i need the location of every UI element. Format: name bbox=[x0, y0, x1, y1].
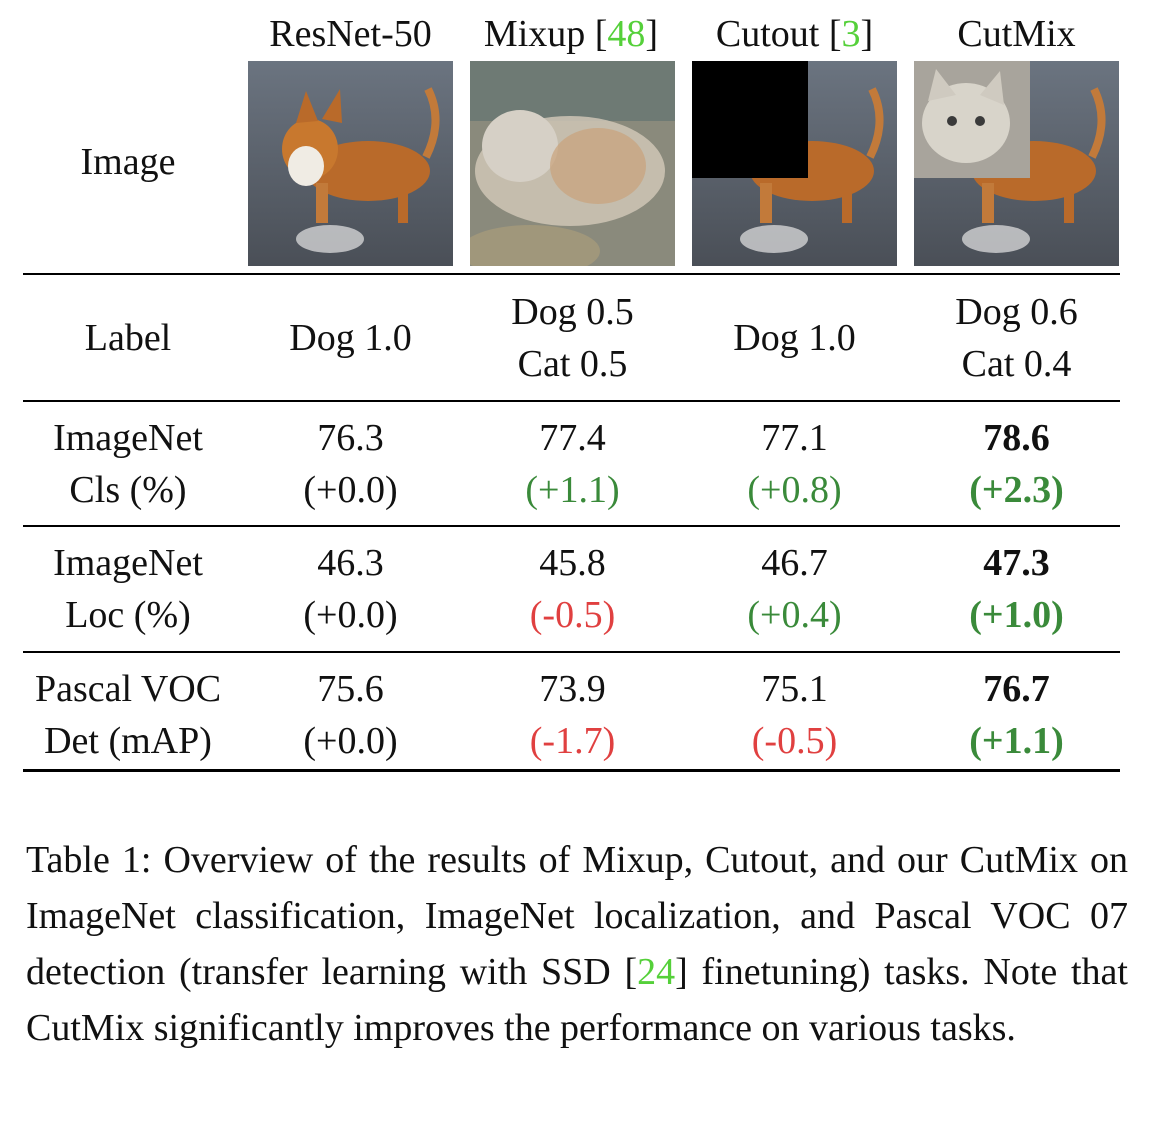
cutout-citation-link[interactable]: 3 bbox=[841, 13, 861, 55]
cls-cutmix-delta: (+2.3) bbox=[969, 469, 1064, 511]
header-cutmix: CutMix bbox=[957, 13, 1076, 55]
row-label-loc: ImageNet Loc (%) bbox=[23, 537, 233, 641]
loc-cutout-value: 46.7 bbox=[761, 542, 828, 584]
det-resnet-value: 75.6 bbox=[317, 668, 384, 710]
cls-cutmix: 78.6 (+2.3) bbox=[914, 412, 1119, 516]
rule-after-label bbox=[23, 400, 1120, 402]
image-cutout-dog bbox=[692, 61, 897, 266]
header-resnet: ResNet-50 bbox=[269, 13, 432, 55]
loc-mixup-value: 45.8 bbox=[539, 542, 606, 584]
cls-resnet-value: 76.3 bbox=[317, 417, 384, 459]
blended-photo-icon bbox=[470, 61, 675, 266]
rule-after-cls bbox=[23, 525, 1120, 527]
header-cutout: Cutout [3] bbox=[692, 12, 897, 56]
caption-part2: finetuning) tasks. Note that CutMix sign… bbox=[26, 951, 1128, 1049]
header-cutout-name: Cutout bbox=[715, 13, 820, 55]
label-cutout-text: Dog 1.0 bbox=[733, 317, 856, 359]
rule-top bbox=[23, 273, 1120, 275]
cls-resnet: 76.3 (+0.0) bbox=[248, 412, 453, 516]
loc-resnet-delta: (+0.0) bbox=[303, 594, 398, 636]
row-label-image-text: Image bbox=[80, 141, 176, 183]
cls-cutmix-value: 78.6 bbox=[983, 417, 1050, 459]
label-mixup-line1: Dog 0.5 bbox=[511, 291, 634, 333]
dog-photo-icon bbox=[248, 61, 453, 266]
header-mixup-name: Mixup bbox=[483, 13, 586, 55]
cls-cutout-value: 77.1 bbox=[761, 417, 828, 459]
row-label-det-line1: Pascal VOC bbox=[34, 668, 222, 710]
cls-cutout-delta: (+0.8) bbox=[747, 469, 842, 511]
det-resnet: 75.6 (+0.0) bbox=[248, 663, 453, 767]
row-label-cls-line2: Cls (%) bbox=[69, 469, 187, 511]
det-mixup-value: 73.9 bbox=[539, 668, 606, 710]
label-cutmix: Dog 0.6 Cat 0.4 bbox=[914, 286, 1119, 390]
cls-mixup-value: 77.4 bbox=[539, 417, 606, 459]
loc-resnet: 46.3 (+0.0) bbox=[248, 537, 453, 641]
cutout-photo-icon bbox=[692, 61, 897, 266]
row-label-det-line2: Det (mAP) bbox=[44, 720, 212, 762]
header-cutout-cite-close: ] bbox=[860, 13, 874, 55]
loc-cutout-delta: (+0.4) bbox=[747, 594, 842, 636]
row-label-loc-line1: ImageNet bbox=[53, 542, 203, 584]
row-label-label-text: Label bbox=[84, 317, 172, 359]
row-label-label: Label bbox=[23, 312, 233, 364]
det-resnet-delta: (+0.0) bbox=[303, 720, 398, 762]
loc-mixup-delta: (-0.5) bbox=[529, 594, 616, 636]
row-label-loc-line2: Loc (%) bbox=[65, 594, 191, 636]
image-resnet-dog bbox=[248, 61, 453, 266]
cutmix-photo-icon bbox=[914, 61, 1119, 266]
loc-cutmix-delta: (+1.0) bbox=[969, 594, 1064, 636]
det-mixup: 73.9 (-1.7) bbox=[470, 663, 675, 767]
row-label-det: Pascal VOC Det (mAP) bbox=[23, 663, 233, 767]
det-cutout-delta: (-0.5) bbox=[751, 720, 838, 762]
image-mixup-blend bbox=[470, 61, 675, 266]
ssd-citation-link[interactable]: 24 bbox=[637, 951, 676, 993]
label-resnet-text: Dog 1.0 bbox=[289, 317, 412, 359]
row-label-cls: ImageNet Cls (%) bbox=[23, 412, 233, 516]
rule-after-loc bbox=[23, 651, 1120, 653]
det-cutout: 75.1 (-0.5) bbox=[692, 663, 897, 767]
image-cutmix-dog-cat bbox=[914, 61, 1119, 266]
header-mixup-cite-close: ] bbox=[645, 13, 659, 55]
loc-resnet-value: 46.3 bbox=[317, 542, 384, 584]
mixup-citation-link[interactable]: 48 bbox=[607, 13, 646, 55]
det-cutmix-value: 76.7 bbox=[983, 668, 1050, 710]
det-mixup-delta: (-1.7) bbox=[529, 720, 616, 762]
label-resnet: Dog 1.0 bbox=[248, 312, 453, 364]
cls-mixup: 77.4 (+1.1) bbox=[470, 412, 675, 516]
label-mixup: Dog 0.5 Cat 0.5 bbox=[470, 286, 675, 390]
label-cutout: Dog 1.0 bbox=[692, 312, 897, 364]
caption-cite-open: [ bbox=[624, 951, 638, 993]
row-label-image: Image bbox=[23, 136, 233, 188]
caption-part1: Table 1: Overview of the results of Mixu… bbox=[26, 839, 1128, 993]
loc-mixup: 45.8 (-0.5) bbox=[470, 537, 675, 641]
rule-bottom bbox=[23, 769, 1120, 772]
label-cutmix-line2: Cat 0.4 bbox=[961, 343, 1072, 385]
det-cutmix-delta: (+1.1) bbox=[969, 720, 1064, 762]
loc-cutmix: 47.3 (+1.0) bbox=[914, 537, 1119, 641]
header-mixup-cite-open: [ bbox=[594, 13, 608, 55]
header-mixup: Mixup [48] bbox=[455, 12, 687, 56]
cls-mixup-delta: (+1.1) bbox=[525, 469, 620, 511]
det-cutout-value: 75.1 bbox=[761, 668, 828, 710]
header-cutout-cite-open: [ bbox=[828, 13, 842, 55]
row-label-cls-line1: ImageNet bbox=[53, 417, 203, 459]
label-mixup-line2: Cat 0.5 bbox=[517, 343, 628, 385]
det-cutmix: 76.7 (+1.1) bbox=[914, 663, 1119, 767]
cls-cutout: 77.1 (+0.8) bbox=[692, 412, 897, 516]
loc-cutmix-value: 47.3 bbox=[983, 542, 1050, 584]
caption-cite-close: ] bbox=[675, 951, 688, 993]
table-caption: Table 1: Overview of the results of Mixu… bbox=[26, 832, 1128, 1056]
cls-resnet-delta: (+0.0) bbox=[303, 469, 398, 511]
loc-cutout: 46.7 (+0.4) bbox=[692, 537, 897, 641]
label-cutmix-line1: Dog 0.6 bbox=[955, 291, 1078, 333]
